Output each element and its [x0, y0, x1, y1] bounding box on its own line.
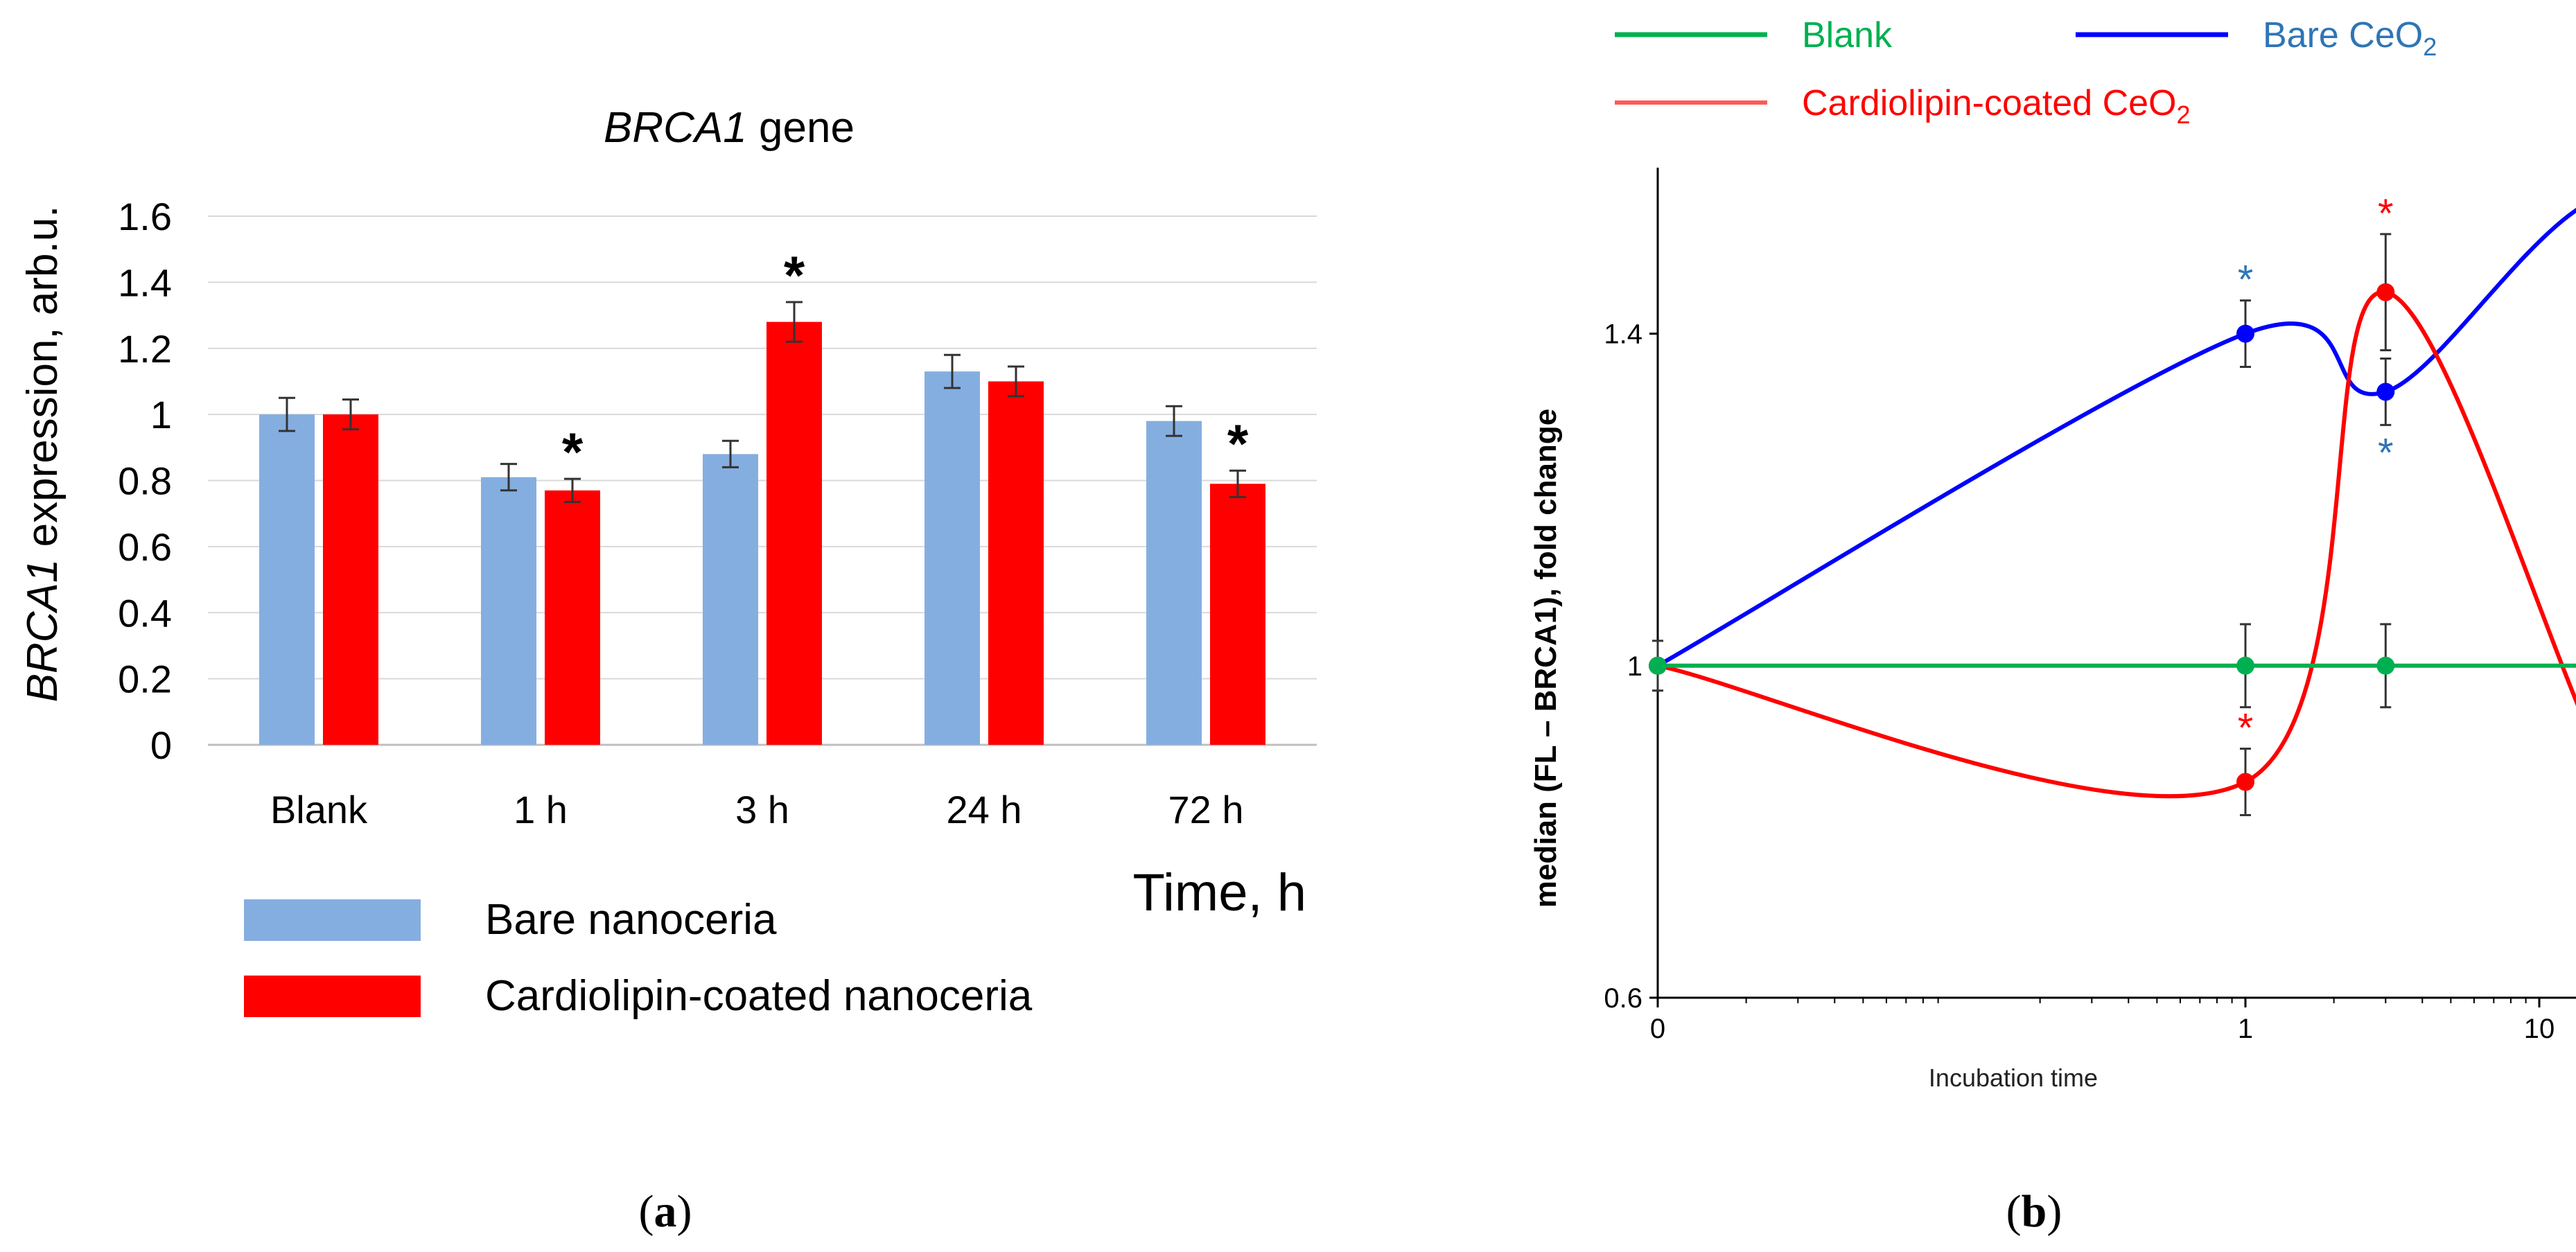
legend-swatch: [244, 899, 421, 941]
significance-marker: *: [784, 245, 805, 306]
data-point: [2236, 656, 2254, 675]
legend-label: Blank: [1802, 15, 1893, 55]
panel-a-bars: * * *: [259, 245, 1265, 746]
panel-b-x-axis-label: Incubation time: [1929, 1064, 2098, 1092]
y-tick-label: 1: [150, 393, 172, 437]
significance-marker: *: [2378, 430, 2394, 475]
bar: [259, 414, 315, 745]
y-tick-label: 1.6: [118, 195, 172, 238]
bar: [323, 414, 378, 745]
data-point: [2236, 773, 2254, 791]
data-point: [1649, 656, 1667, 675]
bar: [1210, 484, 1265, 745]
series-line: [1657, 290, 2576, 799]
significance-marker: *: [2378, 191, 2394, 236]
legend-label: Cardiolipin-coated nanoceria: [485, 972, 1033, 1020]
data-point: [2376, 382, 2395, 401]
panel-a: BRCA1 gene BRCA1 expression, arb.u. Time…: [19, 104, 1317, 1237]
bar: [1146, 421, 1202, 745]
legend-swatch: [244, 976, 421, 1017]
panel-a-title: BRCA1 gene: [604, 104, 855, 152]
panel-a-label: (a): [639, 1186, 692, 1237]
x-tick-label: 1: [2238, 1014, 2253, 1044]
data-point: [2236, 324, 2254, 343]
bar: [703, 454, 758, 745]
panel-b-series: *******: [1649, 191, 2576, 816]
x-tick-label: 1 h: [514, 788, 568, 831]
panel-b: median (FL – BRCA1), fold change Incubat…: [1529, 15, 2576, 1237]
panel-a-legend: Bare nanoceria Cardiolipin-coated nanocer…: [244, 896, 1033, 1020]
significance-marker: *: [2238, 706, 2254, 751]
legend-label: Bare CeO2: [2263, 15, 2437, 61]
panel-a-y-axis-label: BRCA1 expression, arb.u.: [19, 206, 67, 703]
data-point: [2376, 656, 2395, 675]
x-tick-label: 24 h: [947, 788, 1022, 831]
bar: [766, 321, 822, 746]
panel-a-grid: 0 0.2 0.4 0.6 0.8 1 1.2 1.4 1.6 Blank 1 h 3 h 24 h 72…: [118, 195, 1317, 831]
y-tick-label: 1.2: [118, 327, 172, 371]
panel-a-x-axis-label: Time, h: [1132, 863, 1306, 922]
x-tick-label: 3 h: [735, 788, 789, 831]
y-tick-label: 0.6: [118, 525, 172, 569]
bar: [545, 490, 600, 745]
panel-b-legend: Blank Bare CeO2 Cardiolipin-coated CeO2: [1615, 15, 2437, 129]
series-line: [1656, 208, 2576, 668]
legend-label: Bare nanoceria: [485, 896, 777, 944]
panel-b-axes: 0.611.40110100: [1604, 168, 2576, 1044]
y-tick-label: 1.4: [118, 261, 172, 304]
y-tick-label: 1.4: [1604, 319, 1642, 350]
y-tick-label: 1: [1627, 651, 1642, 682]
significance-marker: *: [2238, 258, 2254, 303]
y-tick-label: 0: [150, 723, 172, 767]
x-tick-label: Blank: [270, 788, 368, 831]
y-tick-label: 0.2: [118, 658, 172, 701]
y-tick-label: 0.8: [118, 459, 172, 503]
y-tick-label: 0.4: [118, 591, 172, 635]
data-point: [2376, 283, 2395, 301]
bar: [988, 381, 1044, 745]
panel-b-y-axis-label: median (FL – BRCA1), fold change: [1529, 409, 1563, 908]
y-tick-label: 0.6: [1604, 983, 1642, 1014]
bar: [925, 371, 980, 745]
x-tick-label: 10: [2524, 1014, 2555, 1044]
x-tick-label: 0: [1650, 1014, 1665, 1044]
significance-marker: *: [562, 421, 584, 482]
panel-b-label: (b): [2006, 1186, 2062, 1237]
x-tick-label: 72 h: [1168, 788, 1244, 831]
significance-marker: *: [1227, 413, 1249, 474]
legend-label: Cardiolipin-coated CeO2: [1802, 83, 2191, 129]
bar: [481, 477, 536, 745]
